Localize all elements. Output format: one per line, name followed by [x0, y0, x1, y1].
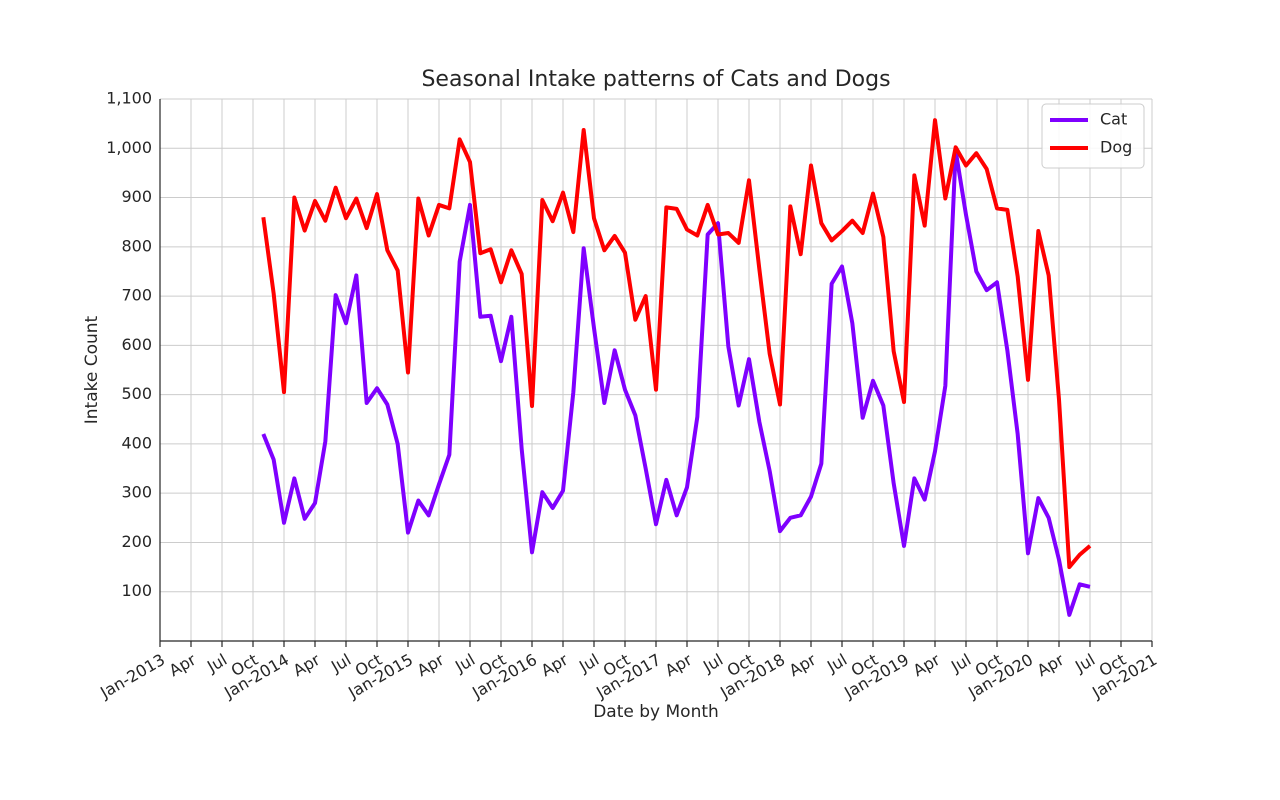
y-tick-label: 900: [121, 187, 152, 206]
x-tick-label: Apr: [786, 650, 820, 681]
x-tick-label: Apr: [662, 650, 696, 681]
y-tick-label: 600: [121, 335, 152, 354]
x-tick-label: Jul: [823, 650, 850, 677]
legend-label: Dog: [1100, 138, 1132, 157]
y-tick-label: 200: [121, 532, 152, 551]
y-tick-label: 500: [121, 384, 152, 403]
x-tick-label: Jan-2013: [96, 650, 168, 703]
x-tick-label: Jul: [947, 650, 974, 677]
y-tick-label: 300: [121, 483, 152, 502]
y-tick-label: 800: [121, 236, 152, 255]
y-tick-label: 700: [121, 286, 152, 305]
legend-label: Cat: [1100, 110, 1127, 129]
line-series: [261, 148, 1091, 617]
x-tick-label: Jul: [575, 650, 602, 677]
y-tick-label: 1,000: [106, 138, 152, 157]
x-tick-label: Apr: [290, 650, 324, 681]
y-tick-label: 100: [121, 581, 152, 600]
x-axis-label: Date by Month: [593, 702, 719, 722]
x-tick-label: Apr: [910, 650, 944, 681]
legend-box: [1041, 103, 1145, 169]
x-tick-label: Apr: [1034, 650, 1068, 681]
x-tick-label: Jul: [1071, 650, 1098, 677]
x-tick-label: Apr: [414, 650, 448, 681]
line-series: [261, 118, 1092, 570]
y-axis-label: Intake Count: [82, 315, 102, 424]
x-tick-label: Jul: [203, 650, 230, 677]
x-tick-label: Apr: [538, 650, 572, 681]
x-tick-label: Apr: [166, 650, 200, 681]
x-tick-label: Jul: [699, 650, 726, 677]
y-tick-label: 1,100: [106, 89, 152, 108]
chart-title: Seasonal Intake patterns of Cats and Dog…: [421, 67, 890, 92]
x-tick-label: Jul: [451, 650, 478, 677]
x-tick-label: Jul: [327, 650, 354, 677]
y-tick-label: 400: [121, 433, 152, 452]
